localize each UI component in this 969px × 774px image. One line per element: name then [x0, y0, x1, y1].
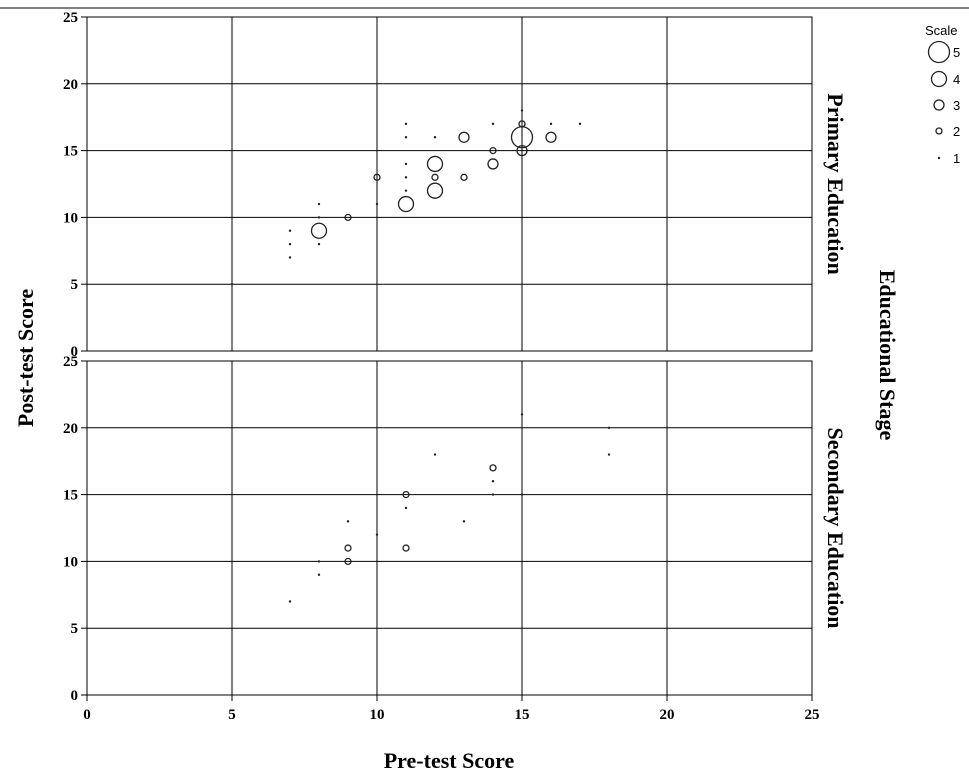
legend: Scale 5 4 3 2 1	[925, 23, 960, 166]
x-tick-label: 25	[805, 707, 820, 723]
data-point	[404, 189, 408, 192]
data-point	[317, 202, 321, 206]
data-point	[491, 480, 495, 483]
x-tick-label: 20	[660, 707, 675, 723]
data-point	[520, 413, 524, 416]
y-tick-label: 25	[63, 10, 78, 26]
legend-label: 4	[953, 72, 960, 87]
panel-label: Secondary Education	[823, 427, 848, 628]
legend-label: 5	[953, 45, 960, 60]
data-point	[520, 493, 524, 496]
y-tick-label: 10	[63, 554, 78, 570]
legend-label: 2	[953, 124, 960, 139]
legend-label: 1	[953, 151, 960, 166]
data-point	[433, 136, 437, 139]
data-point	[317, 560, 321, 563]
data-point	[489, 146, 497, 155]
data-point	[344, 557, 352, 566]
data-point	[431, 173, 439, 181]
data-point	[460, 173, 468, 181]
data-point	[491, 122, 495, 126]
panel-label: Primary Education	[823, 93, 848, 275]
y-tick-label: 5	[71, 277, 79, 293]
legend-marker	[930, 70, 948, 88]
panels-group: 0 5 10 15 20 25 Primary Education 0 5 10 15 20 25 Sec…	[63, 10, 848, 704]
data-point	[578, 122, 582, 126]
data-point	[404, 162, 408, 166]
data-point	[489, 464, 497, 472]
panel-group-title: Educational Stage	[875, 270, 900, 441]
data-point	[458, 131, 470, 143]
panel-primary: 0 5 10 15 20 25 Primary Education	[63, 10, 848, 360]
y-tick-label: 10	[63, 210, 78, 226]
x-tick-label: 15	[515, 707, 530, 723]
data-point	[404, 136, 408, 139]
data-point	[404, 506, 408, 510]
x-axis: 0 5 10 15 20 25	[83, 695, 820, 723]
y-tick-label: 20	[63, 421, 78, 437]
y-tick-label: 0	[71, 688, 79, 704]
panel-frame	[86, 360, 813, 696]
x-tick-label: 5	[228, 707, 236, 723]
legend-marker	[935, 127, 943, 135]
data-point	[433, 453, 437, 456]
data-point	[344, 213, 352, 222]
data-point	[317, 216, 321, 219]
data-point	[607, 453, 611, 456]
data-point	[375, 533, 379, 536]
data-point	[373, 173, 381, 181]
y-tick-label: 0	[71, 344, 79, 360]
data-point	[317, 573, 321, 576]
y-tick-label: 5	[71, 621, 79, 637]
data-point	[491, 493, 495, 496]
data-point	[230, 283, 234, 286]
y-tick-label: 25	[63, 354, 78, 370]
data-point	[545, 131, 557, 143]
data-point	[665, 82, 669, 86]
data-point	[518, 120, 526, 128]
y-tick-label: 15	[63, 144, 78, 160]
data-point	[520, 109, 524, 112]
data-point	[310, 222, 328, 239]
panel-frame	[86, 16, 813, 352]
legend-title: Scale	[925, 23, 958, 38]
data-point	[404, 122, 408, 126]
data-point	[404, 176, 408, 179]
data-point	[317, 242, 321, 246]
data-point	[402, 490, 410, 499]
data-point	[288, 256, 292, 259]
data-point	[462, 520, 466, 523]
data-point	[288, 229, 292, 232]
data-point	[487, 158, 499, 170]
data-point	[288, 242, 292, 246]
data-point	[426, 182, 444, 199]
y-tick-label: 15	[63, 488, 78, 504]
data-point	[607, 426, 611, 429]
legend-marker	[937, 156, 941, 160]
data-point	[516, 144, 528, 157]
data-point	[346, 520, 350, 523]
y-tick-label: 20	[63, 77, 78, 93]
x-axis-title: Pre-test Score	[384, 748, 515, 773]
panel-secondary: 0 5 10 15 20 25 Secondary Education	[63, 354, 848, 704]
y-axis-title: Post-test Score	[13, 289, 38, 427]
data-point	[288, 600, 292, 603]
data-point	[426, 155, 444, 173]
data-point	[397, 195, 415, 213]
x-tick-label: 10	[370, 707, 385, 723]
legend-label: 3	[953, 98, 960, 113]
legend-marker	[927, 40, 951, 64]
data-point	[344, 544, 352, 552]
data-point	[375, 202, 379, 206]
x-tick-label: 0	[83, 707, 91, 723]
data-point	[402, 544, 410, 552]
legend-marker	[933, 99, 945, 111]
data-point	[549, 122, 553, 126]
